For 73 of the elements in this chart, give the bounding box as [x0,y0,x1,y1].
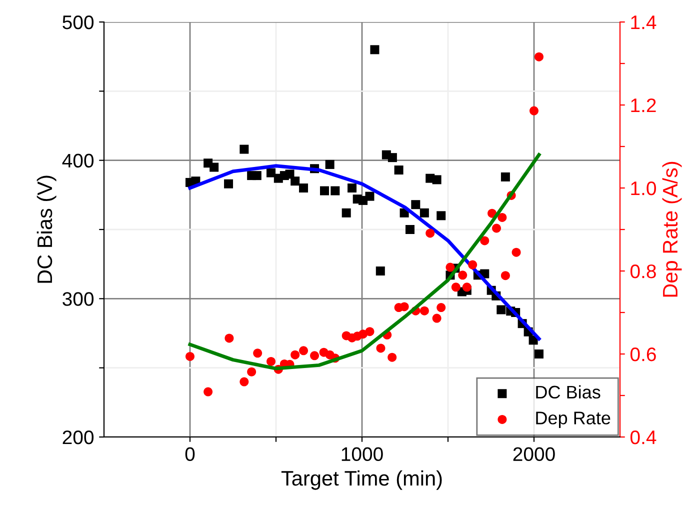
point [299,184,308,192]
y-tick-label: 200 [62,430,94,444]
point [240,377,249,386]
point [500,172,510,182]
point [451,282,460,292]
y-tick-label: 400 [62,154,94,168]
point [285,170,294,179]
y2-tick-label: 0.8 [630,264,656,278]
point [365,192,374,201]
point [446,262,455,272]
point [365,327,374,336]
point [204,387,213,396]
point [224,179,234,188]
point [330,186,340,196]
point [530,106,538,116]
x-tick-label: 0 [185,447,195,462]
point [348,184,357,192]
y2-tick-label: 1.4 [631,16,656,30]
point [432,314,442,323]
point [376,344,386,353]
y2-tick-label: 1.0 [631,181,656,196]
point [436,303,446,312]
point [186,352,194,361]
point [534,52,544,62]
point [480,236,490,246]
point [240,144,249,154]
point [462,282,472,292]
point [388,352,397,362]
point [496,305,506,314]
x-tick-label: 1000 [342,447,383,462]
point [310,351,320,360]
point [266,168,276,178]
y-tick-label: 500 [62,15,94,30]
point [247,367,256,376]
y-tick-label: 300 [62,292,94,306]
y2-tick-label: 0.6 [630,347,656,362]
point [512,248,521,257]
point [411,200,420,210]
x-tick-label: 2000 [513,447,555,462]
point [388,153,397,162]
point [325,160,334,169]
point [299,346,308,356]
point [432,175,442,184]
point [426,228,435,238]
legend-label: DC Bias [536,385,600,399]
y2-axis-title: Dep Rate (A/s) [662,162,682,297]
point [224,334,234,343]
point [290,176,300,186]
point [253,348,262,358]
point [376,266,385,276]
legend-label: Dep Rate [536,412,610,428]
point [498,212,507,222]
point [534,350,544,358]
point [492,224,502,233]
point [468,260,478,270]
point [290,350,300,360]
point [370,45,380,54]
point [210,162,219,172]
x-axis-title: Target Time (min) [281,470,442,490]
point [420,208,429,218]
point [420,306,429,316]
point [342,208,351,218]
point [252,171,262,180]
y2-tick-label: 0.4 [630,430,656,444]
point [320,186,330,196]
point [405,225,414,234]
point [394,166,404,175]
point [500,271,510,280]
point [436,211,446,220]
y-axis-title: DC Bias (V) [36,176,56,283]
point [458,270,468,280]
y2-tick-label: 1.2 [631,98,656,112]
point [266,356,276,366]
